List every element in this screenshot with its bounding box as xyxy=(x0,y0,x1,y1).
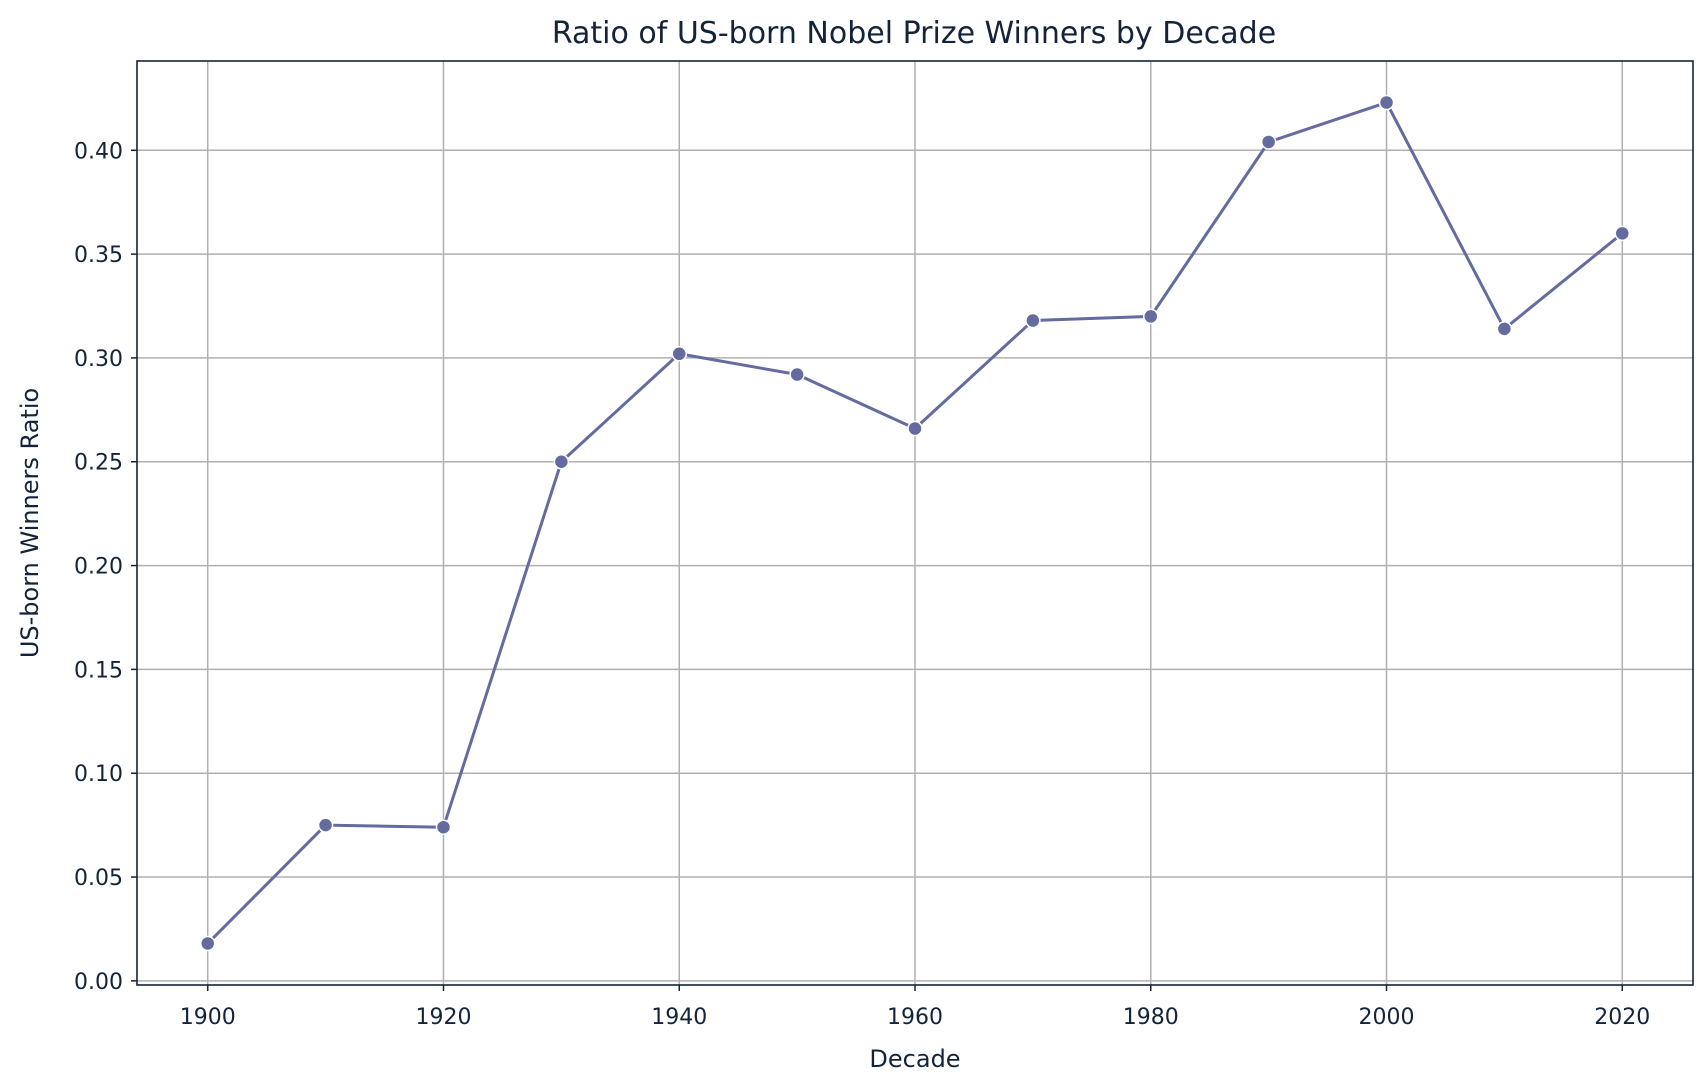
data-point xyxy=(789,366,805,383)
plot-frame xyxy=(136,60,1694,986)
data-point xyxy=(1378,94,1395,111)
x-axis-label: Decade xyxy=(869,1045,960,1073)
x-tick-label: 1980 xyxy=(1123,1005,1179,1030)
y-tick-label: 0.35 xyxy=(74,243,123,268)
y-tick-label: 0.15 xyxy=(74,658,123,683)
x-tick-label: 1940 xyxy=(651,1005,707,1030)
y-tick-label: 0.05 xyxy=(74,866,123,891)
x-axis-ticks: 1900 1920 1940 1960 1980 2000 2020 xyxy=(180,985,1650,1030)
y-tick-label: 0.00 xyxy=(74,970,123,995)
data-point xyxy=(199,935,216,952)
y-tick-label: 0.30 xyxy=(74,347,123,372)
data-point xyxy=(1614,225,1631,242)
data-point xyxy=(1260,134,1277,150)
x-tick-label: 2000 xyxy=(1359,1005,1415,1030)
series-layer xyxy=(199,94,1631,952)
y-axis-ticks: 0.00 0.05 0.10 0.15 0.20 0.25 0.30 0.35 0.40 xyxy=(74,139,137,995)
y-tick-label: 0.40 xyxy=(74,139,123,164)
x-grid xyxy=(206,61,1624,985)
x-tick-label: 1960 xyxy=(887,1005,943,1030)
data-point xyxy=(671,346,687,362)
data-point xyxy=(317,817,334,833)
y-tick-label: 0.25 xyxy=(74,451,123,476)
data-point xyxy=(1025,312,1041,329)
x-tick-label: 1920 xyxy=(415,1005,471,1030)
data-point xyxy=(435,819,452,835)
x-tick-label: 1900 xyxy=(180,1005,236,1030)
y-tick-label: 0.10 xyxy=(74,762,123,787)
chart-title: Ratio of US-born Nobel Prize Winners by … xyxy=(552,16,1276,51)
x-tick-label: 2020 xyxy=(1594,1005,1650,1030)
data-point xyxy=(1143,308,1159,325)
data-point xyxy=(907,420,923,437)
data-point xyxy=(553,453,570,470)
y-tick-label: 0.20 xyxy=(74,555,123,580)
y-axis-label: US-born Winners Ratio xyxy=(16,388,44,658)
grid xyxy=(137,61,1693,985)
data-point xyxy=(1496,321,1513,337)
